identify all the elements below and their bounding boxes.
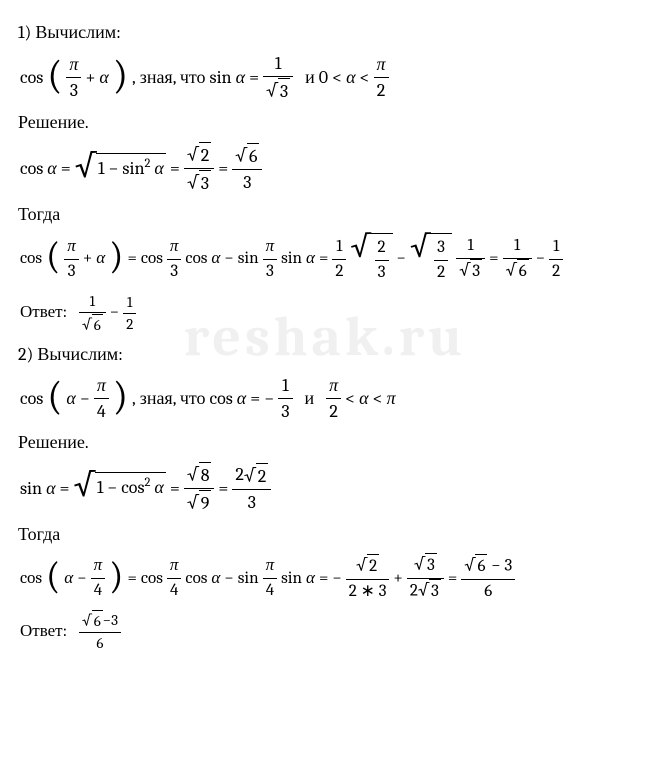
p2-number: 2) bbox=[18, 344, 33, 365]
then-label: Тогда bbox=[18, 202, 632, 227]
compute-label: Вычислим: bbox=[35, 22, 121, 43]
p1-given: cos ( π 3 + α ) , зная, что sin α = 1 √3… bbox=[18, 51, 632, 104]
p1-expansion: cos ( π3 + α ) = cos π3 cos α − sin π3 s… bbox=[18, 233, 632, 285]
p1-answer: Ответ: 1√6 − 12 bbox=[18, 291, 632, 336]
p2-given: cos ( α − π4 ) , зная, что cos α = − 13 … bbox=[18, 373, 632, 424]
p2-sin-alpha: sin α = √1 − cos2 α = √8 √9 = 2√2 3 bbox=[18, 461, 632, 516]
p2-answer: Ответ: √6−3 6 bbox=[18, 610, 632, 655]
p1-header: 1) Вычислим: bbox=[18, 20, 632, 45]
p2-expansion: cos ( α − π4 ) = cos π4 cos α − sin π4 s… bbox=[18, 553, 632, 604]
frac-pi3: π 3 bbox=[66, 52, 81, 103]
then-label-2: Тогда bbox=[18, 522, 632, 547]
p1-cos-alpha: cos α = √1 − sin2 α = √2 √3 = √6 3 bbox=[18, 141, 632, 196]
knowing: зная, что bbox=[140, 65, 206, 90]
sqrt-1-sin2: √1 − sin2 α bbox=[75, 153, 166, 185]
solution-label: Решение. bbox=[18, 110, 632, 135]
p2-header: 2) Вычислим: bbox=[18, 342, 632, 367]
solution-label-2: Решение. bbox=[18, 430, 632, 455]
frac-pi2: π 2 bbox=[374, 52, 389, 103]
cos: cos bbox=[20, 65, 43, 90]
p1-number: 1) bbox=[18, 22, 31, 43]
frac-1-sqrt3: 1 √3 bbox=[263, 51, 293, 104]
